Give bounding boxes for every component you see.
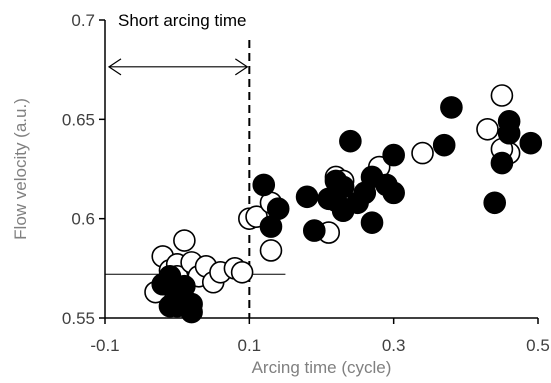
open-data-point [259, 239, 283, 262]
open-data-point [476, 117, 499, 141]
open-data-point [411, 141, 434, 165]
x-axis-title: Arcing time (cycle) [252, 358, 392, 377]
filled-data-point [295, 185, 319, 209]
x-tick-label: 0.5 [526, 336, 550, 355]
axes [99, 19, 539, 324]
x-tick-label: 0.1 [238, 336, 262, 355]
filled-data-point [382, 143, 405, 167]
filled-data-point [432, 133, 456, 157]
open-data-point [173, 229, 196, 252]
annotation-label: Short arcing time [118, 11, 247, 30]
filled-data-point [483, 191, 507, 215]
y-tick-label: 0.55 [62, 309, 95, 328]
y-axis-title: Flow velocity (a.u.) [11, 98, 30, 240]
filled-data-point [339, 129, 362, 153]
x-tick-label: 0.3 [382, 336, 406, 355]
filled-data-point [180, 292, 203, 316]
arrow-head-right [235, 58, 249, 76]
filled-data-point [440, 96, 463, 119]
filled-data-point [382, 181, 405, 205]
y-tick-label: 0.7 [71, 11, 95, 30]
filled-data-point [519, 131, 543, 155]
filled-data-point [360, 211, 384, 234]
filled-data-point [266, 197, 290, 221]
data-points [144, 84, 543, 324]
filled-data-point [497, 110, 521, 133]
open-data-point [230, 261, 254, 284]
x-tick-label: -0.1 [90, 336, 119, 355]
y-tick-label: 0.65 [62, 110, 95, 129]
filled-data-point [252, 173, 276, 197]
labels: 0.55 0.6 0.65 0.7 -0.1 0.1 0.3 0.5 Arcing time (… [11, 11, 550, 377]
y-tick-label: 0.6 [71, 210, 95, 229]
open-data-point [490, 84, 514, 107]
filled-data-point [302, 219, 326, 242]
filled-data-point [331, 175, 355, 199]
arrow-head-left [107, 58, 122, 76]
filled-data-point [490, 151, 514, 175]
